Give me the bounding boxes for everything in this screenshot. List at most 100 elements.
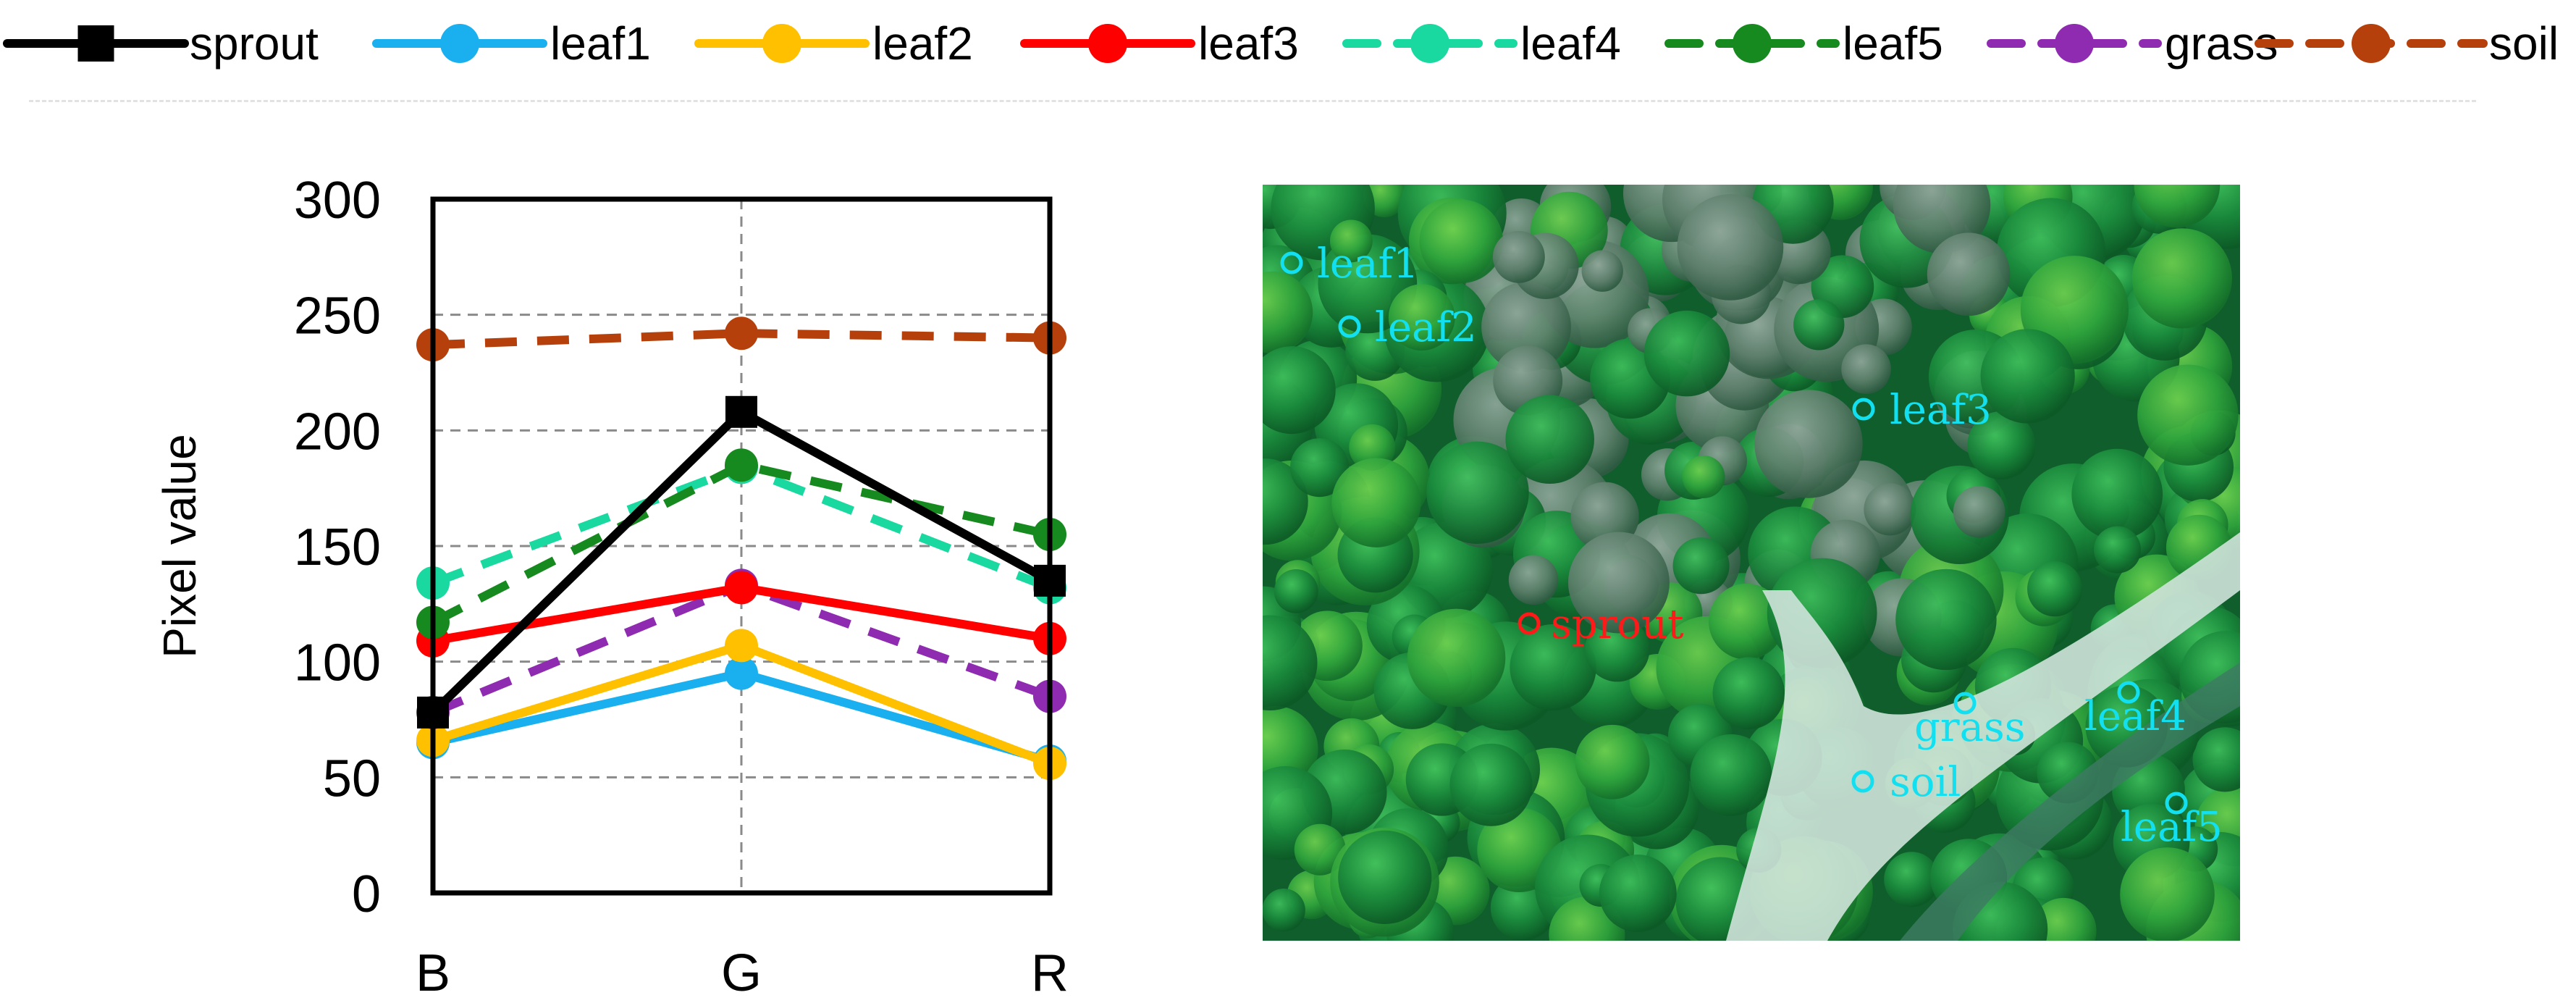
tree-crown bbox=[2131, 228, 2233, 329]
dirt-road bbox=[1726, 532, 2240, 941]
x-tick-label: B bbox=[416, 944, 450, 1002]
legend-label-soil: soil bbox=[2489, 17, 2559, 70]
tree-crown bbox=[1953, 486, 2005, 538]
tree-crown bbox=[2027, 561, 2083, 617]
point-sprout bbox=[725, 395, 757, 428]
tree-crown bbox=[1492, 230, 1545, 283]
y-axis-label: Pixel value bbox=[153, 434, 206, 658]
photo-label-leaf3: leaf3 bbox=[1852, 387, 1992, 434]
tree-crown bbox=[1864, 483, 1916, 536]
legend-marker-soil bbox=[2352, 24, 2391, 63]
tree-crown bbox=[2134, 185, 2221, 228]
sample-point-labels: leaf1 leaf2 leaf3 sprout grass leaf4 soil leaf5 bbox=[1280, 240, 2223, 851]
sample-point-marker bbox=[1852, 398, 1875, 421]
tree-crown bbox=[1754, 390, 1863, 498]
tree-canopy bbox=[1263, 185, 2240, 941]
legend-label-sprout: sprout bbox=[190, 17, 319, 70]
photo-label-grass: grass bbox=[1914, 692, 2025, 751]
y-tick-label: 50 bbox=[323, 750, 381, 807]
point-leaf3 bbox=[725, 571, 758, 605]
point-leaf1 bbox=[725, 656, 758, 690]
sample-point-marker bbox=[1518, 612, 1541, 635]
tree-crown bbox=[1841, 344, 1891, 394]
tree-crown bbox=[1449, 743, 1533, 826]
series-line-leaf5 bbox=[431, 461, 1051, 626]
y-tick-label: 250 bbox=[294, 288, 381, 345]
tree-crown bbox=[1263, 346, 1336, 435]
tree-crown bbox=[1481, 282, 1571, 372]
sample-point-label: sprout bbox=[1551, 601, 1684, 648]
tree-crown bbox=[1682, 456, 1725, 498]
tree-crown bbox=[1567, 532, 1670, 634]
point-leaf2 bbox=[725, 629, 758, 663]
sample-point-marker bbox=[2165, 792, 2188, 815]
chart-legend: sprout leaf1 leaf2 leaf3 leaf4 leaf5 grass soil bbox=[3, 17, 2559, 70]
point-leaf5 bbox=[725, 448, 758, 482]
legend-item-leaf3: leaf3 bbox=[1020, 17, 1299, 70]
series-leaf5 bbox=[416, 448, 1066, 639]
y-tick-label: 300 bbox=[294, 172, 381, 230]
legend-separator bbox=[29, 100, 2476, 102]
sample-point-marker bbox=[1280, 251, 1303, 274]
tree-crown bbox=[1505, 395, 1594, 484]
tree-crown bbox=[1712, 657, 1785, 730]
tree-crown bbox=[1263, 615, 1318, 710]
tree-crown bbox=[1585, 617, 1650, 682]
tree-crown bbox=[1508, 555, 1559, 605]
legend-item-sprout: sprout bbox=[3, 17, 319, 70]
tree-crown bbox=[1263, 889, 1305, 932]
point-soil bbox=[725, 316, 758, 351]
photo-label-leaf4: leaf4 bbox=[2084, 681, 2186, 740]
legend-label-leaf5: leaf5 bbox=[1843, 17, 1943, 70]
sample-point-label: leaf2 bbox=[1375, 304, 1477, 351]
tree-crown bbox=[1672, 537, 1730, 595]
legend-marker-leaf3 bbox=[1088, 24, 1127, 63]
tree-crown bbox=[1677, 194, 1784, 301]
tree-crown bbox=[1599, 855, 1677, 933]
legend-item-soil: soil bbox=[2255, 17, 2559, 70]
tree-crown bbox=[1884, 852, 1940, 907]
tree-crown bbox=[2137, 364, 2239, 466]
photo-label-leaf1: leaf1 bbox=[1280, 240, 1419, 288]
y-tick-label: 150 bbox=[294, 519, 381, 576]
line-chart: 0 50 100 150 200 250 300 B G R Pixel value bbox=[153, 172, 1069, 1002]
sample-point-label: soil bbox=[1890, 759, 1961, 806]
tree-crown bbox=[1510, 624, 1596, 711]
sample-point-label: leaf5 bbox=[2121, 804, 2223, 851]
sample-point-label: leaf3 bbox=[1890, 387, 1992, 434]
chart-grid bbox=[433, 199, 1050, 893]
tree-crown bbox=[1575, 724, 1650, 800]
y-tick-label: 100 bbox=[294, 634, 381, 692]
legend-label-leaf3: leaf3 bbox=[1198, 17, 1299, 70]
y-axis: 0 50 100 150 200 250 300 bbox=[294, 172, 381, 923]
sample-point-marker bbox=[1338, 315, 1361, 338]
photo-label-sprout: sprout bbox=[1518, 601, 1684, 648]
tree-crown bbox=[1294, 823, 1346, 876]
legend-item-leaf2: leaf2 bbox=[694, 17, 973, 70]
tree-crown bbox=[1263, 271, 1313, 353]
aerial-forest-photo: leaf1 leaf2 leaf3 sprout grass leaf4 soil leaf5 bbox=[1263, 185, 2240, 941]
photo-label-soil: soil bbox=[1851, 759, 1961, 806]
sample-point-marker bbox=[2117, 681, 2140, 704]
tree-crown bbox=[2071, 448, 2163, 540]
road-edge bbox=[1900, 663, 2240, 941]
sample-point-label: leaf1 bbox=[1317, 240, 1419, 288]
legend-item-leaf5: leaf5 bbox=[1664, 17, 1943, 70]
legend-marker-leaf5 bbox=[1733, 24, 1772, 63]
sample-point-label: leaf4 bbox=[2084, 693, 2186, 740]
legend-marker-grass bbox=[2055, 24, 2094, 63]
tree-crown bbox=[2093, 526, 2142, 574]
tree-crown bbox=[1289, 438, 1350, 498]
legend-label-leaf2: leaf2 bbox=[872, 17, 973, 70]
tree-crown bbox=[2120, 847, 2215, 941]
tree-crown bbox=[1407, 608, 1506, 708]
tree-crown bbox=[2192, 727, 2240, 792]
legend-marker-leaf1 bbox=[440, 24, 479, 63]
sample-point-marker bbox=[1851, 770, 1874, 793]
plot-frame bbox=[430, 196, 1053, 896]
legend-marker-sprout bbox=[77, 25, 114, 62]
legend-item-leaf1: leaf1 bbox=[372, 17, 651, 70]
tree-crown bbox=[1274, 568, 1318, 613]
tree-crown bbox=[1709, 583, 1785, 660]
